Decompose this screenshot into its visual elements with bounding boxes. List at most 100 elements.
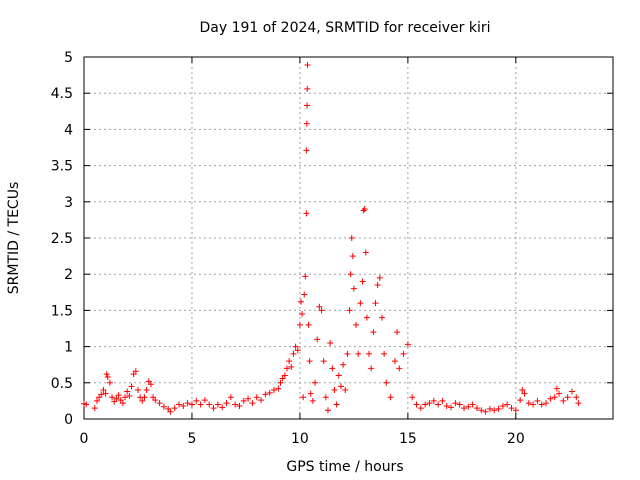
- data-point: [301, 291, 308, 298]
- data-point: [201, 397, 208, 404]
- data-point: [283, 365, 290, 372]
- data-point: [353, 321, 360, 328]
- data-point: [383, 379, 390, 386]
- data-point: [387, 394, 394, 401]
- data-point: [538, 401, 545, 408]
- data-point: [439, 397, 446, 404]
- data-point: [100, 387, 107, 394]
- data-point: [303, 147, 310, 154]
- data-point: [304, 85, 311, 92]
- data-point: [335, 372, 342, 379]
- data-point: [160, 403, 167, 410]
- data-point: [349, 253, 356, 260]
- data-point: [249, 400, 256, 407]
- data-point: [128, 383, 135, 390]
- data-point: [568, 388, 575, 395]
- data-point: [409, 394, 416, 401]
- data-point: [491, 407, 498, 414]
- data-point: [543, 400, 550, 407]
- data-point: [435, 401, 442, 408]
- data-point: [521, 390, 528, 397]
- y-axis-label: SRMTID / TECUs: [6, 182, 22, 295]
- data-point: [180, 402, 187, 409]
- data-point: [266, 389, 273, 396]
- data-point: [119, 400, 126, 407]
- data-point: [98, 391, 105, 398]
- data-point: [473, 405, 480, 412]
- y-tick-label: 5: [64, 50, 73, 66]
- data-point: [361, 206, 368, 213]
- data-point: [306, 358, 313, 365]
- y-tick-label: 3.5: [51, 159, 73, 175]
- data-point: [482, 408, 489, 415]
- data-point: [115, 392, 122, 399]
- data-point: [288, 363, 295, 370]
- x-axis-label: GPS time / hours: [286, 459, 403, 475]
- data-point: [304, 102, 311, 109]
- data-point: [327, 339, 334, 346]
- data-point: [461, 405, 468, 412]
- data-point: [210, 405, 217, 412]
- data-point: [214, 401, 221, 408]
- data-point: [366, 350, 373, 357]
- data-point: [294, 347, 301, 354]
- x-tick-label: 20: [507, 431, 525, 447]
- grid: [84, 57, 613, 419]
- data-point: [122, 394, 129, 401]
- data-point: [340, 361, 347, 368]
- data-point: [324, 407, 331, 414]
- data-point: [245, 395, 252, 402]
- data-point: [314, 336, 321, 343]
- y-tick-label: 2: [64, 267, 73, 283]
- data-point: [124, 388, 131, 395]
- data-point: [396, 365, 403, 372]
- data-point: [106, 379, 113, 386]
- data-point: [322, 394, 329, 401]
- data-point: [302, 273, 309, 280]
- data-point: [381, 350, 388, 357]
- data-point: [430, 397, 437, 404]
- data-point: [184, 400, 191, 407]
- data-point: [193, 397, 200, 404]
- data-point: [176, 401, 183, 408]
- data-point: [344, 350, 351, 357]
- data-point: [91, 405, 98, 412]
- data-point: [525, 400, 532, 407]
- data-point: [134, 387, 141, 394]
- data-point: [312, 379, 319, 386]
- data-point: [309, 397, 316, 404]
- data-point: [360, 207, 367, 214]
- data-point: [262, 391, 269, 398]
- data-point: [417, 405, 424, 412]
- data-point: [448, 404, 455, 411]
- data-point: [370, 329, 377, 336]
- data-point: [197, 401, 204, 408]
- data-point: [271, 387, 278, 394]
- data-point: [426, 400, 433, 407]
- data-point: [443, 402, 450, 409]
- data-point: [113, 395, 120, 402]
- x-tick-label: 15: [399, 431, 417, 447]
- data-point: [362, 249, 369, 256]
- data-point: [478, 407, 485, 414]
- data-point: [575, 400, 582, 407]
- y-tick-label: 2.5: [51, 231, 73, 247]
- data-point: [372, 300, 379, 307]
- data-point: [292, 343, 299, 350]
- data-point: [167, 408, 174, 415]
- data-point: [318, 307, 325, 314]
- data-point: [206, 401, 213, 408]
- data-point: [553, 385, 560, 392]
- data-point: [303, 210, 310, 217]
- axis-ticks: 0 0.5 1 1.5 2 2.5 3 3.5 4 4.5 5 0 5 10 15 20: [51, 50, 613, 447]
- data-point: [374, 282, 381, 289]
- data-point: [132, 368, 139, 375]
- data-point: [517, 397, 524, 404]
- data-point: [286, 358, 293, 365]
- data-point: [486, 405, 493, 412]
- data-point: [391, 358, 398, 365]
- data-point: [359, 278, 366, 285]
- data-point: [378, 314, 385, 321]
- data-point: [126, 392, 133, 399]
